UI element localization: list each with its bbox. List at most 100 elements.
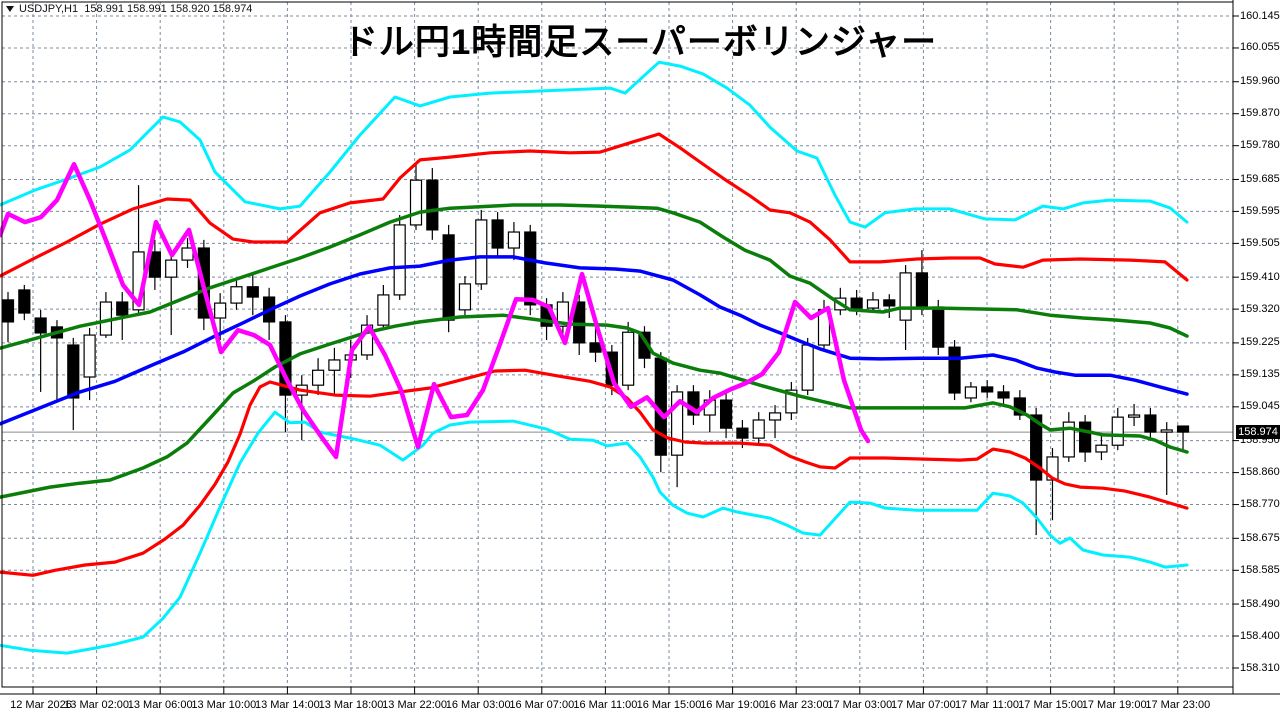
price-axis-label: 159.870 (1240, 107, 1280, 120)
candle-bearish (589, 342, 602, 353)
price-axis-label: 159.505 (1240, 236, 1280, 249)
time-axis-label: 16 Mar 15:00 (636, 699, 702, 711)
candle-bearish (850, 297, 863, 309)
symbol-ohlc-text: USDJPY,H1 158.991 158.991 158.920 158.97… (19, 3, 253, 15)
time-axis-label: 13 Mar 02:00 (64, 699, 129, 711)
overlay-lagging_span-line (0, 161, 871, 460)
candle-bullish (377, 294, 390, 326)
time-axis-label: 17 Mar 03:00 (827, 699, 893, 711)
price-axis-label: 159.410 (1240, 270, 1280, 283)
price-axis-label: 160.055 (1240, 41, 1280, 54)
price-axis-label: 158.400 (1240, 629, 1280, 642)
candle-bearish (442, 234, 455, 321)
candle-bearish (34, 317, 47, 334)
candle-bullish (165, 259, 178, 278)
price-axis-label: 159.595 (1240, 204, 1280, 217)
candle-bullish (671, 391, 684, 456)
price-axis-label: 159.685 (1240, 172, 1280, 185)
candle-bearish (981, 386, 994, 393)
time-axis-label: 16 Mar 03:00 (445, 699, 511, 711)
candle-bullish (230, 286, 243, 304)
candle-bullish (311, 369, 325, 386)
candle-bearish (1, 299, 15, 323)
candle-bullish (785, 389, 798, 414)
candle-bullish (556, 301, 569, 327)
time-axis-label: 17 Mar 23:00 (1145, 699, 1211, 711)
candle-bullish (328, 359, 341, 371)
candle-bearish (687, 391, 700, 416)
candle-bullish (507, 231, 521, 249)
symbol-info-bar: USDJPY,H1 158.991 158.991 158.920 158.97… (6, 3, 252, 15)
candle-bullish (1111, 416, 1124, 446)
price-axis-label: 159.320 (1240, 302, 1280, 315)
time-axis-label: 13 Mar 22:00 (382, 699, 447, 711)
candle-bearish (719, 399, 733, 429)
candle-bearish (246, 286, 259, 298)
symbol-dropdown-icon[interactable] (6, 6, 14, 12)
candle-bullish (458, 283, 472, 311)
candle-bullish (409, 179, 423, 226)
time-axis-label: 16 Mar 19:00 (700, 699, 765, 711)
candle-bearish (997, 391, 1010, 399)
price-axis-label: 158.770 (1240, 498, 1280, 511)
price-axis-label: 158.585 (1240, 563, 1280, 576)
candle-bearish (524, 231, 537, 306)
candle-bearish (491, 219, 504, 249)
price-axis-label: 159.225 (1240, 336, 1280, 349)
price-axis-label: 159.780 (1240, 139, 1280, 152)
candle-bearish (116, 301, 129, 316)
price-axis-label: 158.490 (1240, 597, 1280, 610)
time-axis-label: 12 Mar 2026 (10, 699, 72, 711)
candle-bearish (915, 272, 929, 308)
time-axis-label: 17 Mar 07:00 (890, 699, 956, 711)
overlay-sigma3_upper-line (0, 60, 1189, 229)
candle-bullish (768, 412, 782, 421)
candle-bearish (638, 331, 651, 359)
candle-bullish (181, 247, 194, 261)
candle-bullish (214, 302, 227, 319)
price-axis-label: 160.145 (1240, 9, 1280, 22)
price-axis-label: 159.045 (1240, 400, 1280, 413)
price-axis-label: 158.860 (1240, 466, 1280, 479)
indicator-overlays (0, 60, 1189, 655)
overlay-sigma2_upper-line (0, 132, 1189, 282)
axes-frame (0, 0, 1280, 695)
price-axis-label: 158.310 (1240, 661, 1280, 674)
candle-bearish (1030, 414, 1043, 481)
time-axis-label: 13 Mar 14:00 (254, 699, 320, 711)
candle-bearish (883, 299, 896, 307)
price-axis-label: 158.675 (1240, 531, 1280, 544)
candle-bullish (752, 419, 765, 439)
price-axis-label: 159.960 (1240, 75, 1280, 88)
candle-bearish (1079, 421, 1092, 453)
candle-bearish (426, 179, 439, 231)
candle-bearish (1144, 414, 1157, 433)
candle-bullish (1062, 421, 1075, 458)
candle-bullish (622, 331, 635, 386)
chart-title: ドル円1時間足スーパーボリンジャー (342, 23, 938, 62)
candle-bullish (83, 334, 96, 378)
time-axis-label: 17 Mar 19:00 (1081, 699, 1147, 711)
time-axis-label: 16 Mar 23:00 (763, 699, 829, 711)
price-axis-label: 159.135 (1240, 368, 1280, 381)
overlay-sigma3_lower-line (0, 410, 1189, 655)
candle-bearish (1176, 425, 1190, 433)
candle-bullish (1095, 444, 1108, 453)
candle-bearish (67, 344, 80, 399)
time-axis-label: 17 Mar 11:00 (954, 699, 1019, 711)
time-axis-label: 17 Mar 15:00 (1018, 699, 1083, 711)
time-axis-label: 16 Mar 07:00 (509, 699, 575, 711)
time-axis-label: 16 Mar 11:00 (573, 699, 638, 711)
current-price-badge: 158.974 (1236, 425, 1280, 440)
candle-bullish (475, 219, 488, 285)
candle-bullish (866, 299, 880, 309)
candle-bullish (899, 272, 912, 321)
candle-bullish (964, 386, 977, 399)
time-axis-label: 13 Mar 18:00 (318, 699, 384, 711)
candle-bearish (18, 289, 31, 314)
candle-bullish (1160, 429, 1173, 433)
time-axis-label: 13 Mar 10:00 (191, 699, 257, 711)
time-axis-label: 13 Mar 06:00 (127, 699, 193, 711)
